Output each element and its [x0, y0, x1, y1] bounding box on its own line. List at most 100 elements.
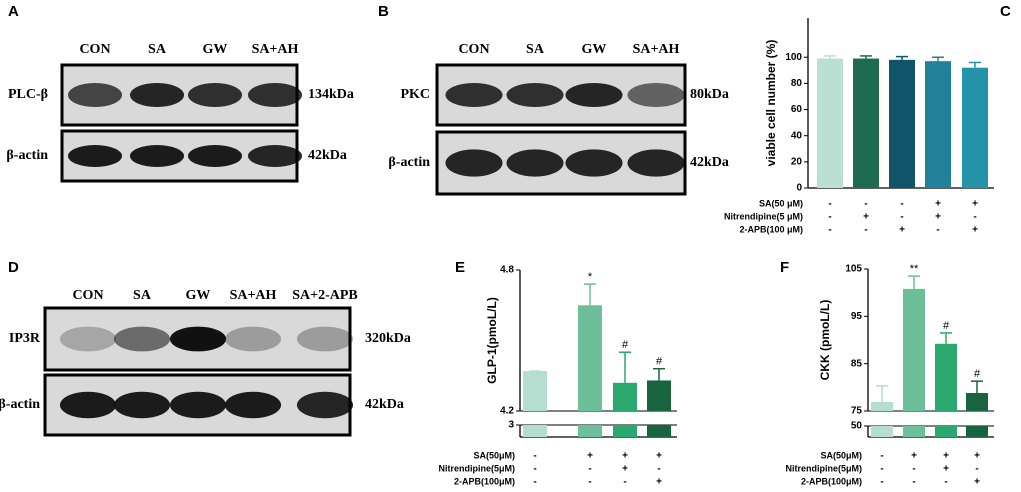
protein-label: PLC-β	[8, 87, 48, 102]
size-label: 42kDa	[690, 155, 729, 170]
size-label: 42kDa	[365, 397, 404, 412]
condition-name: Nitrendipine(5μM)	[438, 463, 515, 473]
significance-label: #	[974, 368, 981, 380]
y-tick-label: 80	[791, 78, 803, 89]
blot-band	[296, 391, 354, 419]
size-label: 80kDa	[690, 87, 729, 102]
y-tick-label: 20	[791, 156, 803, 167]
significance-label: #	[943, 320, 950, 332]
bar-base	[935, 426, 957, 437]
condition-mark: -	[533, 451, 536, 462]
condition-mark: +	[943, 464, 949, 475]
bar-base	[966, 426, 988, 437]
condition-mark: -	[880, 451, 883, 462]
blot-band	[627, 149, 685, 177]
condition-mark: +	[656, 477, 662, 488]
bar-base	[903, 426, 925, 437]
bar	[853, 58, 879, 189]
y-tick-label: 3	[508, 420, 514, 431]
condition-mark: -	[880, 464, 883, 475]
blot-band	[59, 326, 117, 352]
bar	[647, 380, 671, 411]
condition-mark: -	[828, 225, 831, 236]
condition-mark: +	[974, 451, 980, 462]
bar-base	[613, 425, 637, 437]
blot-band	[627, 83, 685, 107]
condition-name: Nitrendipine(5μM)	[785, 463, 862, 473]
lane-label: SA	[133, 288, 152, 303]
blot-band	[445, 83, 503, 107]
condition-name: SA(50μM)	[820, 450, 862, 460]
condition-mark: +	[622, 464, 628, 475]
condition-mark: +	[911, 451, 917, 462]
size-label: 320kDa	[365, 331, 411, 346]
size-label: 42kDa	[308, 148, 347, 163]
condition-name: 2-APB(100μM)	[801, 476, 862, 486]
y-tick-label: 4.8	[500, 265, 514, 276]
condition-mark: -	[533, 477, 536, 488]
blot-band	[506, 83, 564, 107]
blot-band	[187, 145, 243, 167]
condition-mark: -	[588, 464, 591, 475]
blot-frame	[435, 63, 687, 127]
y-tick-label: 95	[851, 311, 863, 322]
condition-mark: -	[912, 477, 915, 488]
blot-band	[224, 391, 282, 419]
y-tick-label: 85	[851, 358, 863, 369]
panel-letter: F	[780, 259, 789, 276]
condition-mark: -	[828, 212, 831, 223]
condition-mark: -	[623, 477, 626, 488]
condition-mark: +	[587, 451, 593, 462]
panel-letter: D	[8, 259, 19, 276]
condition-name: SA(50μM)	[473, 450, 515, 460]
blot-band	[187, 83, 243, 107]
condition-mark: -	[944, 477, 947, 488]
blot-band	[113, 391, 171, 419]
bar-base	[871, 426, 893, 437]
panel-letter: C	[1000, 3, 1011, 20]
blot-band	[565, 83, 623, 107]
condition-mark: -	[973, 212, 976, 223]
bar-base	[578, 425, 602, 437]
significance-label: #	[622, 339, 629, 351]
lane-label: SA+AH	[230, 288, 277, 303]
blot-band	[169, 391, 227, 419]
blot-frame	[435, 130, 687, 196]
blot-band	[113, 326, 171, 352]
condition-mark: -	[975, 464, 978, 475]
lane-label: CON	[72, 288, 103, 303]
y-tick-label: 4.2	[500, 406, 514, 417]
significance-label: **	[910, 263, 919, 275]
condition-mark: -	[657, 464, 660, 475]
condition-name: 2-APB(100 μM)	[739, 224, 803, 234]
condition-mark: +	[972, 199, 978, 210]
lane-label: SA	[148, 42, 167, 57]
condition-mark: -	[936, 225, 939, 236]
bar	[613, 382, 637, 411]
condition-mark: -	[900, 212, 903, 223]
bar-base	[523, 425, 547, 437]
blot-band	[247, 83, 303, 107]
bar	[935, 343, 957, 411]
blot-frame	[60, 63, 299, 127]
blot-band	[169, 326, 227, 352]
protein-label: IP3R	[9, 331, 41, 346]
condition-mark: -	[864, 225, 867, 236]
blot-band	[445, 149, 503, 177]
protein-label: PKC	[400, 87, 430, 102]
bar	[817, 58, 843, 189]
bar	[871, 402, 893, 411]
condition-mark: +	[622, 451, 628, 462]
blot-frame	[43, 306, 352, 372]
blot-band	[506, 149, 564, 177]
condition-mark: -	[828, 199, 831, 210]
condition-mark: +	[935, 212, 941, 223]
size-label: 134kDa	[308, 87, 354, 102]
blot-frame	[60, 129, 299, 183]
condition-mark: -	[588, 477, 591, 488]
panel-letter: B	[378, 3, 389, 20]
blot-band	[224, 326, 282, 352]
blot-band	[67, 145, 123, 167]
bar	[925, 61, 951, 188]
